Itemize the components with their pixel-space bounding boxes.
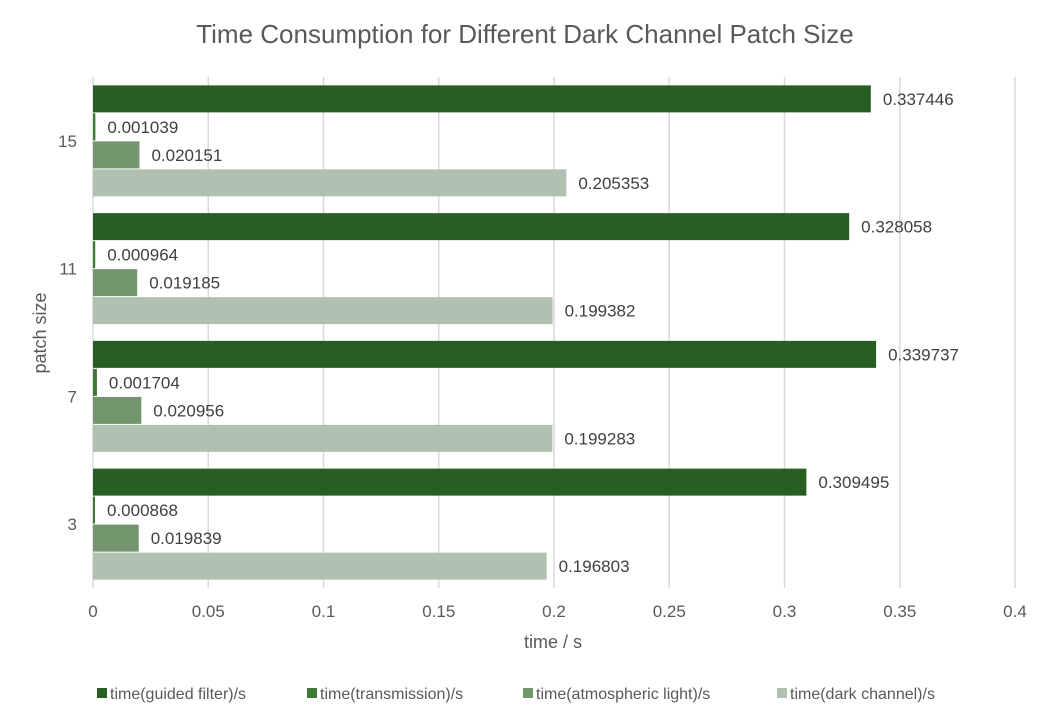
data-label: 0.205353 (578, 174, 649, 193)
x-tick-label: 0 (88, 602, 97, 621)
data-label: 0.337446 (883, 90, 954, 109)
legend-swatch (307, 688, 317, 698)
legend: time(guided filter)/s time(transmission)/… (97, 686, 935, 703)
bar (93, 496, 96, 524)
data-label: 0.020151 (151, 146, 222, 165)
x-tick-label: 0.3 (773, 602, 797, 621)
data-label: 0.199382 (565, 302, 636, 321)
x-tick-label: 0.15 (422, 602, 455, 621)
legend-swatch (777, 688, 787, 698)
bar (93, 241, 96, 269)
x-axis-ticks: 0 0.05 0.1 0.15 0.2 0.25 0.3 0.35 0.4 (88, 602, 1027, 621)
bar (93, 340, 877, 368)
bar (93, 552, 547, 580)
data-label: 0.339737 (888, 345, 959, 364)
legend-label: time(dark channel)/s (790, 686, 935, 703)
data-label: 0.001039 (107, 118, 178, 137)
data-label: 0.000964 (107, 246, 178, 265)
data-label: 0.000868 (107, 501, 178, 520)
y-axis-ticks: 3 7 11 15 (58, 132, 77, 534)
data-label: 0.020956 (153, 401, 224, 420)
legend-label: time(guided filter)/s (110, 686, 246, 703)
y-axis-title: patch size (30, 292, 50, 373)
bar (93, 213, 850, 241)
x-tick-label: 0.05 (192, 602, 225, 621)
data-label: 0.199283 (564, 429, 635, 448)
y-tick-label: 15 (58, 132, 77, 151)
bar (93, 85, 871, 113)
legend-swatch (97, 688, 107, 698)
chart-title: Time Consumption for Different Dark Chan… (196, 19, 854, 49)
bar (93, 269, 138, 297)
y-tick-label: 11 (59, 260, 77, 279)
data-label: 0.309495 (818, 473, 889, 492)
legend-label: time(atmospheric light)/s (536, 686, 710, 703)
bar (93, 169, 567, 197)
bar (93, 524, 139, 552)
y-tick-label: 7 (68, 387, 77, 406)
bars (93, 85, 877, 580)
x-tick-label: 0.2 (542, 602, 566, 621)
data-label: 0.019185 (149, 274, 220, 293)
x-tick-label: 0.1 (312, 602, 336, 621)
bar (93, 141, 140, 169)
x-tick-label: 0.25 (653, 602, 686, 621)
bar (93, 113, 96, 141)
data-label: 0.001704 (109, 373, 180, 392)
legend-swatch (523, 688, 533, 698)
data-label: 0.328058 (861, 218, 932, 237)
x-tick-label: 0.35 (883, 602, 916, 621)
data-label: 0.196803 (559, 557, 630, 576)
bar (93, 368, 97, 396)
x-axis-title: time / s (524, 632, 582, 652)
data-labels: 0.309495 0.000868 0.019839 0.196803 0.339737… (107, 90, 959, 576)
bar (93, 424, 553, 452)
bar (93, 468, 807, 496)
x-tick-label: 0.4 (1003, 602, 1027, 621)
legend-label: time(transmission)/s (320, 686, 463, 703)
bar (93, 396, 142, 424)
bar (93, 297, 553, 325)
gridlines (92, 77, 1016, 588)
data-label: 0.019839 (151, 529, 222, 548)
y-tick-label: 3 (68, 515, 77, 534)
